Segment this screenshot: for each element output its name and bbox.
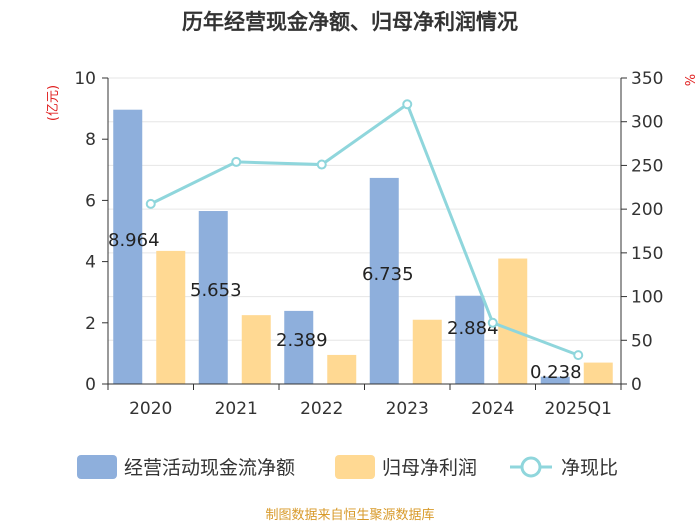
x-tick-label: 2020 [129,399,172,419]
bar-operating-cash-flow [284,310,314,384]
bar-operating-cash-flow [198,211,228,384]
right-tick-label: 150 [631,244,663,264]
right-tick-label: 300 [631,113,663,133]
source-note: 制图数据来自恒生聚源数据库 [265,507,434,523]
line-point [402,99,413,110]
bar-net-profit [241,315,271,384]
left-tick-label: 8 [85,130,96,150]
bar-data-label: 2.884 [447,318,499,339]
bar-net-profit [412,319,442,384]
legend-swatch-line-marker [520,456,542,478]
line-point [487,317,498,328]
legend-label-net-cash-ratio: 净现比 [561,457,618,479]
right-tick-label: 0 [631,375,642,395]
line-layer [145,99,584,361]
right-tick-label: 100 [631,288,663,308]
line-point [145,198,156,209]
legend-label-operating-cash-flow: 经营活动现金流净额 [124,457,295,479]
right-tick-label: 200 [631,200,663,220]
line-point [231,156,242,167]
bar-data-label: 2.389 [276,330,328,351]
line-point [316,159,327,170]
bar-operating-cash-flow [540,376,570,384]
right-tick-label: 50 [631,331,653,351]
bar-net-profit [327,354,357,384]
legend: 经营活动现金流净额 归母净利润 净现比 [77,455,618,479]
right-tick-label: 350 [631,69,663,89]
left-tick-label: 0 [85,375,96,395]
x-tick-label: 2023 [386,399,429,419]
bar-data-label: 0.238 [530,362,582,383]
line-net-cash-ratio [150,101,579,357]
legend-swatch-net-profit [335,455,375,479]
bar-net-profit [583,362,613,384]
left-axis-label: (亿元) [46,85,61,121]
bar-data-label: 5.653 [190,280,242,301]
x-tick-label: 2025Q1 [545,399,612,419]
bar-operating-cash-flow [455,295,485,384]
data-labels-layer: 8.964 5.653 2.389 6.735 2.884 0.238 [108,230,582,383]
bar-data-label: 6.735 [362,264,414,285]
x-tick-label: 2024 [471,399,514,419]
right-tick-label: 250 [631,156,663,176]
bar-data-label: 8.964 [108,230,160,251]
right-axis-label: % [681,74,696,86]
line-point [573,350,584,361]
legend-label-net-profit: 归母净利润 [382,457,477,479]
bar-net-profit [156,250,186,384]
left-tick-label: 4 [85,253,96,273]
chart-title: 历年经营现金净额、归母净利润情况 [182,10,518,34]
bars-layer [113,109,613,384]
bar-operating-cash-flow [369,177,399,384]
bar-net-profit [498,258,528,384]
left-tick-label: 2 [85,314,96,334]
bar-operating-cash-flow [113,109,143,384]
legend-swatch-operating-cash-flow [77,455,117,479]
x-tick-label: 2022 [300,399,343,419]
left-tick-label: 6 [85,191,96,211]
left-tick-label: 10 [74,69,96,89]
x-tick-label: 2021 [215,399,258,419]
grid-lines [108,77,621,341]
